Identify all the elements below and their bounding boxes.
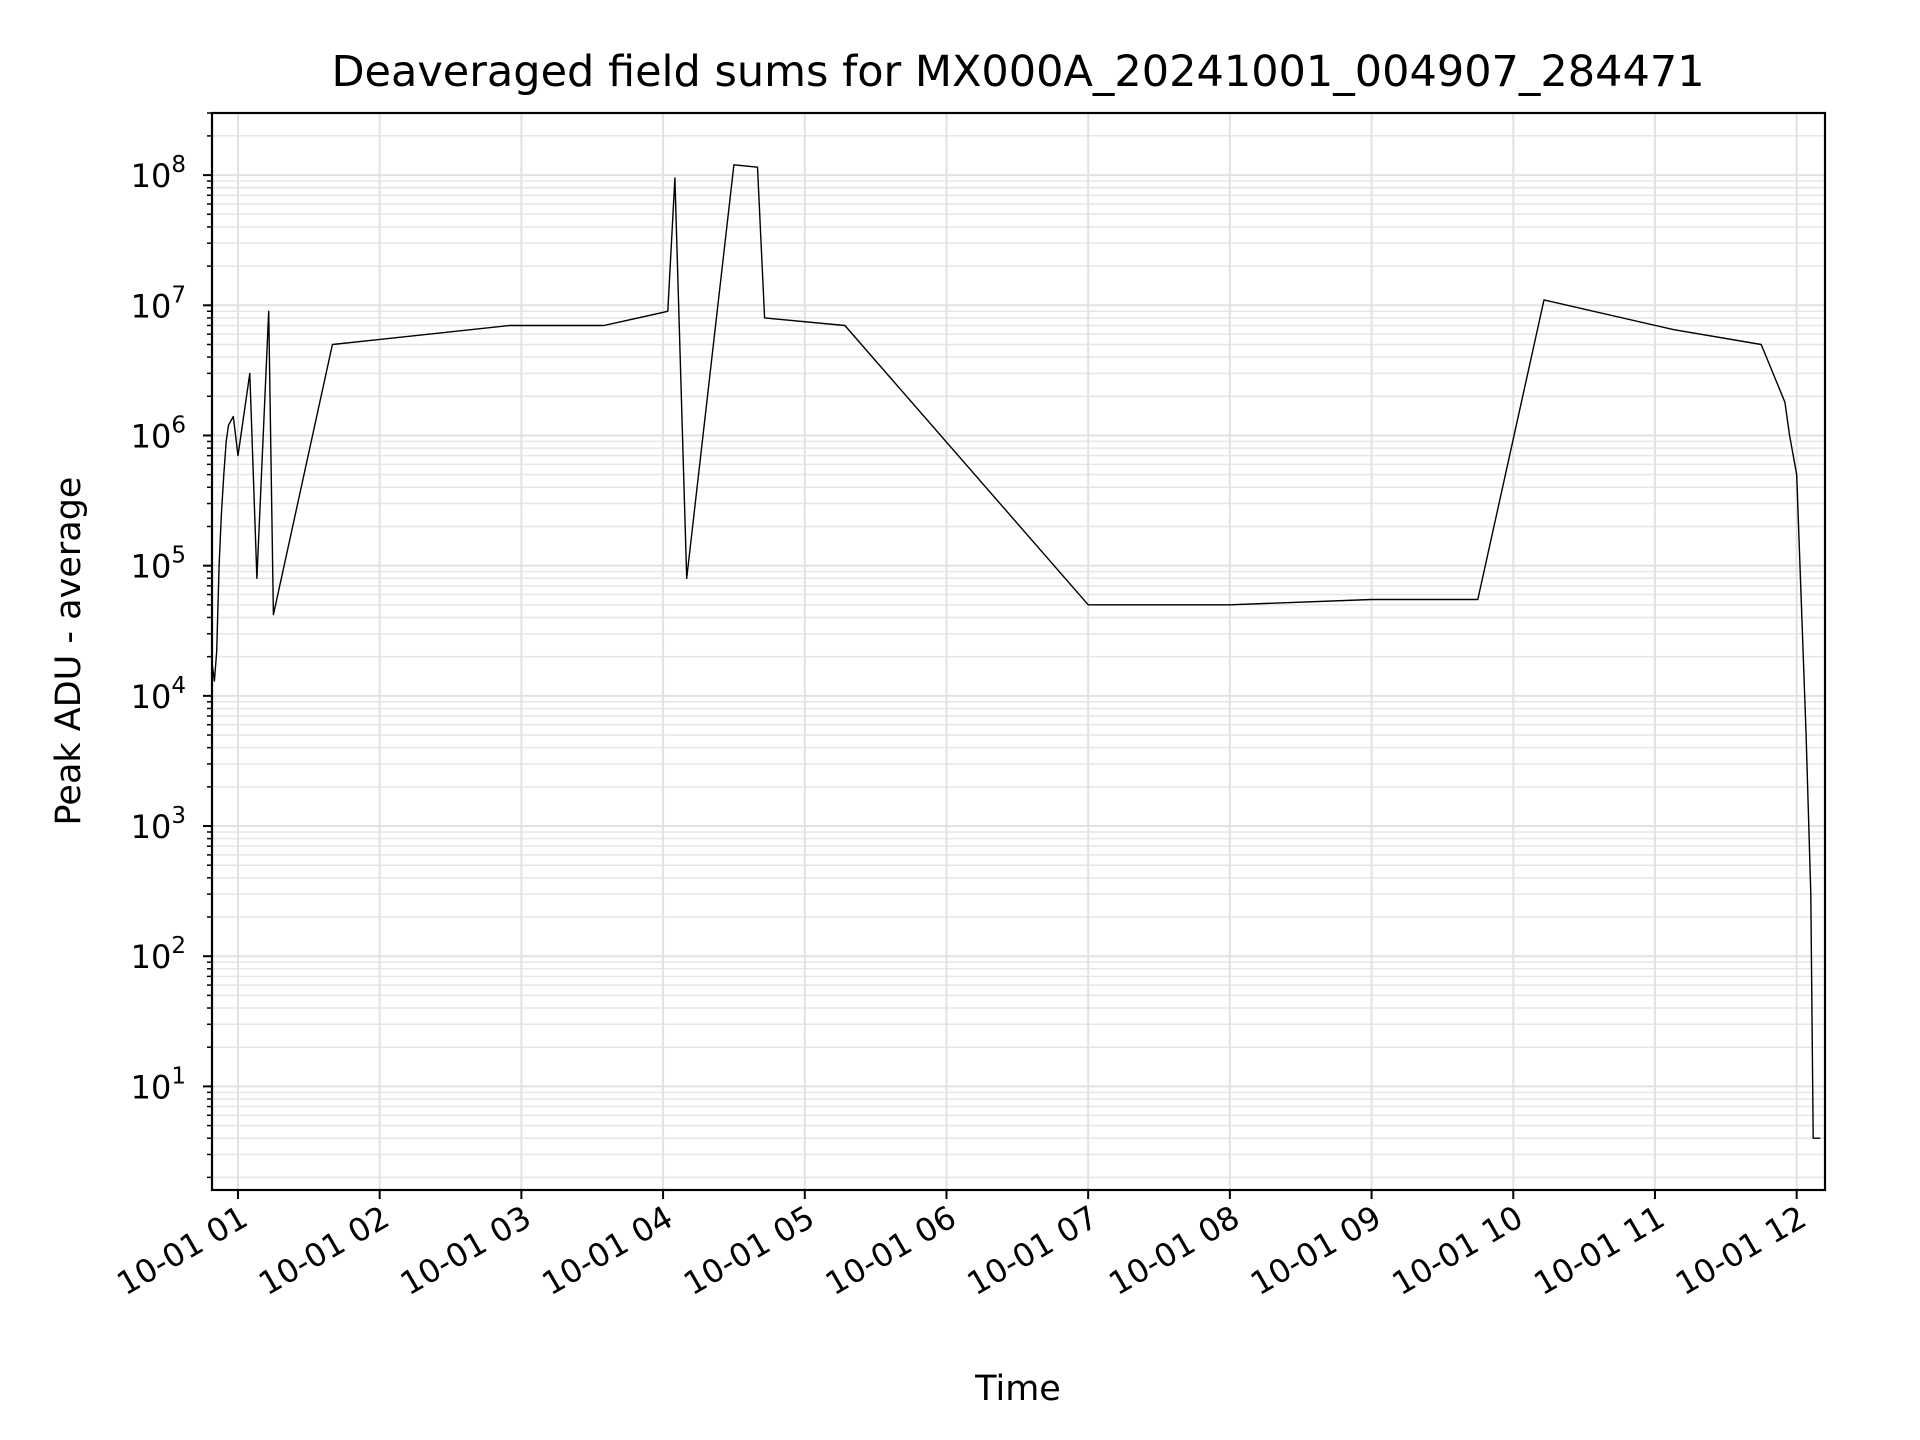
y-tick-label: 101 — [131, 1063, 186, 1106]
series-layer — [211, 164, 1821, 1139]
y-tick-label: 108 — [131, 152, 186, 195]
y-tick-label: 102 — [131, 933, 186, 976]
y-tick-label: 105 — [131, 543, 186, 586]
y-tick-label: 107 — [131, 282, 186, 325]
y-axis: 101 102 103 104 105 106 107 108 — [131, 112, 212, 1179]
y-axis-title: Peak ADU - average — [49, 477, 89, 826]
chart-title: Deaveraged field sums for MX000A_2024100… — [331, 47, 1704, 97]
grid — [212, 112, 1825, 1190]
y-tick-label: 106 — [131, 412, 186, 455]
y-tick-label: 103 — [131, 803, 186, 846]
x-axis-title: Time — [974, 1369, 1061, 1409]
series-line — [211, 164, 1821, 1139]
y-tick-label: 104 — [131, 673, 186, 716]
plot-frame — [210, 111, 1827, 1192]
